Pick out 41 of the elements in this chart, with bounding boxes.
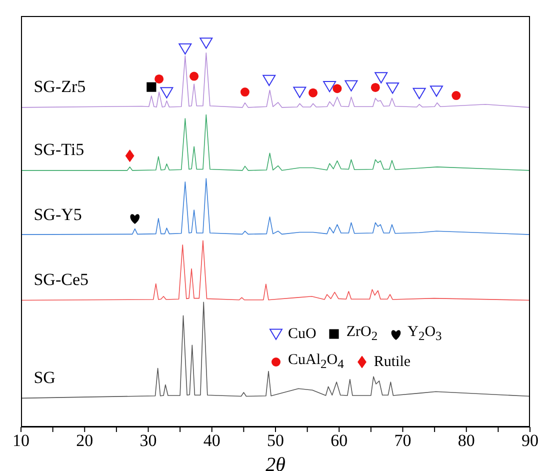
legend-label: CuO: [288, 326, 316, 342]
legend-label: Rutile: [374, 354, 411, 370]
x-tick-label: 40: [203, 431, 220, 450]
x-tick-label: 60: [330, 431, 348, 450]
legend-label: Y$_{2}$O$_{3}$: [408, 324, 442, 344]
series-label: SG: [34, 368, 56, 388]
x-tick-label: 30: [140, 431, 157, 450]
point: [178, 43, 192, 55]
point: [430, 86, 443, 97]
point: [130, 214, 140, 224]
series-label: SG-Zr5: [34, 77, 86, 96]
point: [200, 38, 213, 49]
point: [323, 80, 336, 92]
point: [125, 150, 134, 162]
point: [154, 74, 164, 84]
x-tick-label: 50: [267, 431, 284, 450]
point: [452, 91, 461, 100]
point: [386, 82, 400, 94]
point: [370, 82, 380, 92]
point: [240, 88, 250, 97]
x-tick-label: 10: [12, 431, 30, 450]
series-label: SG-Ce5: [34, 270, 88, 290]
x-tick-label: 70: [394, 431, 412, 450]
point: [332, 84, 342, 94]
x-tick-label: 90: [522, 431, 538, 450]
point: [146, 82, 156, 92]
point: [344, 80, 358, 92]
x-tick-label: 20: [76, 431, 94, 450]
point: [293, 86, 306, 98]
x-tick-label: 80: [458, 431, 475, 450]
point: [190, 72, 199, 81]
point: [262, 74, 276, 86]
series-label: SG-Y5: [34, 204, 82, 224]
legend-label: ZrO$_{2}$: [346, 324, 378, 344]
point: [374, 72, 388, 84]
series-label: SG-Ti5: [34, 140, 84, 160]
legend-label: CuAl$_{2}$O$_{4}$: [288, 352, 344, 372]
point: [308, 88, 318, 98]
point: [160, 87, 174, 98]
point: [412, 88, 426, 100]
x-axis-title: 2θ: [266, 454, 286, 471]
